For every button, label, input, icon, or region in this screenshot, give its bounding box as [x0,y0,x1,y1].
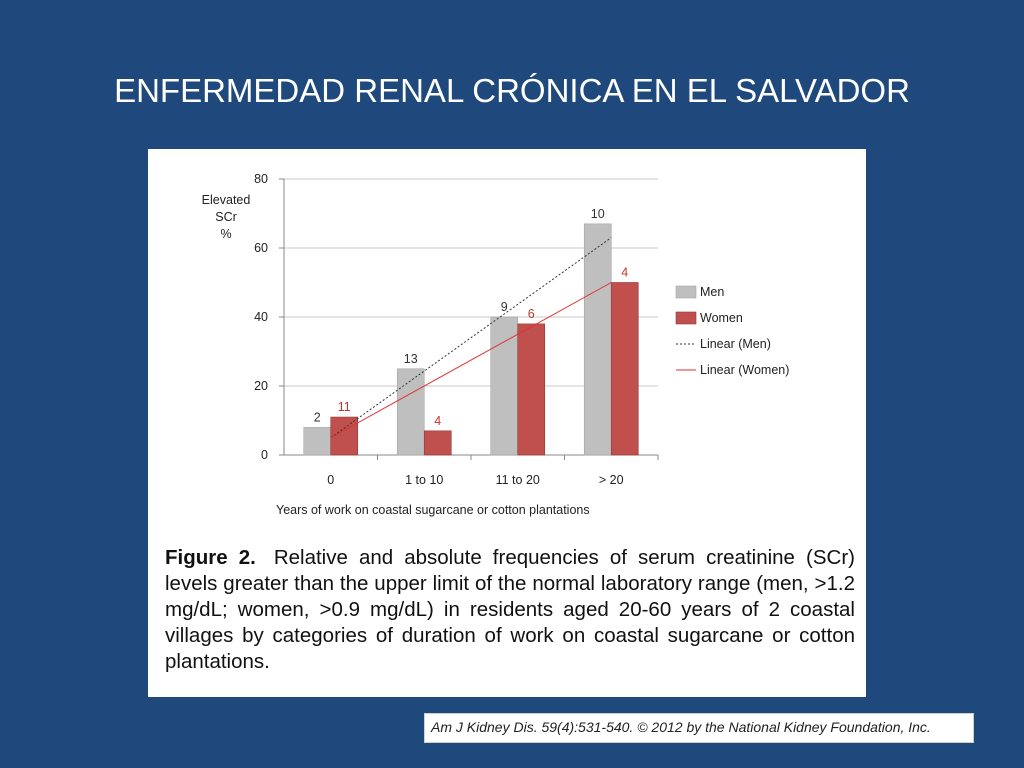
figure-caption: Figure 2. Relative and absolute frequenci… [165,545,855,675]
y-tick-label: 20 [254,379,268,393]
bar-women [330,416,359,456]
data-label: 4 [621,266,628,280]
data-label: 2 [314,410,321,424]
trendline [330,237,612,439]
bar-men [490,316,519,456]
bar-women [610,282,639,456]
y-tick-label: 40 [254,310,268,324]
legend-label: Linear (Women) [700,363,789,377]
bar-men [583,223,612,456]
legend-label: Linear (Men) [700,337,771,351]
bar-women [423,430,452,456]
data-label: 6 [528,307,535,321]
x-axis-label: Years of work on coastal sugarcane or co… [276,503,590,517]
y-tick-label: 0 [261,448,268,462]
figure-panel: 0 20 40 60 80 Elevated SCr% 2 11 0 13 4 1 to 10 9 6 11 … [148,149,866,697]
data-label: 11 [338,400,351,414]
caption-text: Relative and absolute frequencies of ser… [165,546,855,673]
y-tick-label: 60 [254,241,268,255]
data-label: 9 [501,300,508,314]
data-label: 13 [404,352,418,366]
legend-swatch [675,311,697,325]
y-axis-label: Elevated [202,193,251,207]
y-axis-label: SCr [215,210,237,224]
trendline [330,282,612,439]
citation-box: Am J Kidney Dis. 59(4):531-540. © 2012 b… [424,713,974,743]
caption-label: Figure 2. [165,546,256,569]
slide-title: ENFERMEDAD RENAL CRÓNICA EN EL SALVADOR [114,72,910,109]
y-axis-label: % [220,227,231,241]
x-tick-label: 0 [327,473,334,487]
legend-swatch [675,285,697,299]
legend-label: Women [700,311,743,325]
data-label: 10 [591,207,605,221]
x-tick-label: > 20 [599,473,624,487]
y-tick-label: 80 [254,172,268,186]
bar-women [517,323,546,456]
bar-men [303,427,332,456]
data-label: 4 [434,414,441,428]
x-tick-label: 1 to 10 [405,473,443,487]
bar-men [396,368,425,456]
legend-label: Men [700,285,724,299]
citation-text: Am J Kidney Dis. 59(4):531-540. © 2012 b… [431,719,931,735]
x-tick-label: 11 to 20 [496,473,540,487]
